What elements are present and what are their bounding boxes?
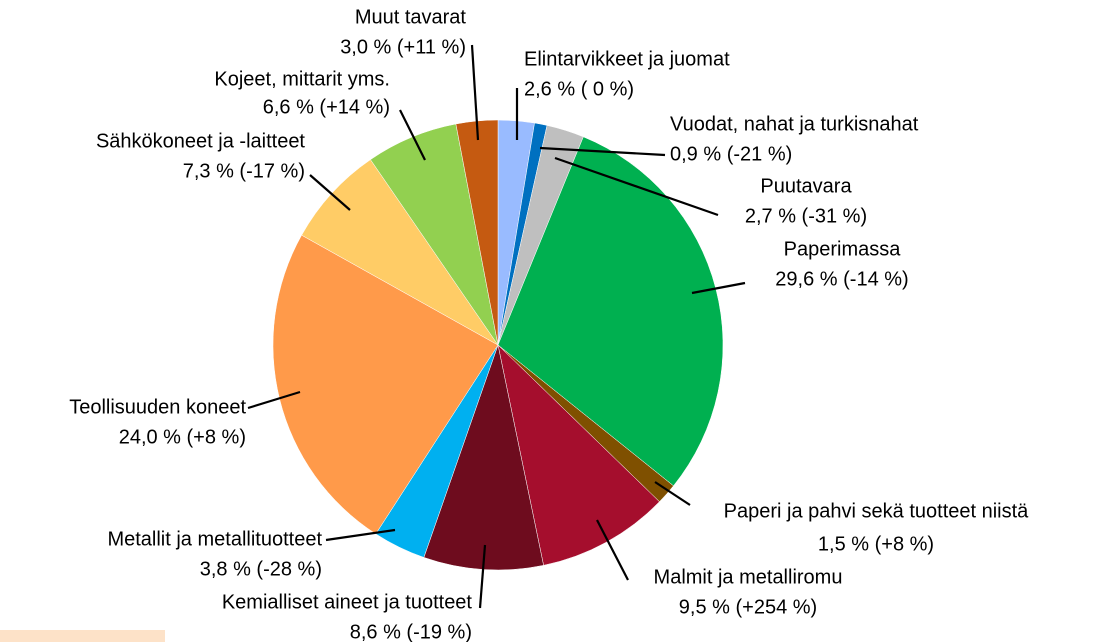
value-label: 2,6 % ( 0 %) (524, 78, 634, 100)
leader-line (539, 146, 666, 157)
slice-label: Malmit ja metalliromu (654, 566, 843, 588)
slice-label: Kojeet, mittarit yms. (214, 68, 390, 90)
slice-label: Muut tavarat (355, 6, 467, 28)
slice-label: Sähkökoneet ja -laitteet (96, 130, 305, 152)
slice-label: Metallit ja metallituotteet (107, 528, 322, 550)
value-label: 8,6 % (-19 %) (350, 621, 472, 642)
slice-label: Puutavara (760, 175, 852, 197)
value-label: 9,5 % (+254 %) (679, 596, 817, 618)
value-label: 29,6 % (-14 %) (775, 268, 908, 290)
leader-line (470, 44, 480, 141)
value-label: 0,9 % (-21 %) (670, 143, 792, 165)
leader-line (399, 109, 426, 161)
leader-line (325, 528, 396, 542)
value-label: 1,5 % (+8 %) (818, 533, 934, 555)
slice-label: Teollisuuden koneet (69, 396, 246, 418)
slice-label: Vuodat, nahat ja turkisnahat (670, 113, 919, 135)
value-label: 7,3 % (-17 %) (183, 160, 305, 182)
leader-line (691, 281, 746, 295)
leader-line (596, 519, 629, 581)
value-label: 2,7 % (-31 %) (745, 205, 867, 227)
slice-label: Elintarvikkeet ja juomat (524, 48, 730, 70)
value-label: 24,0 % (+8 %) (119, 426, 246, 448)
decoration (0, 630, 165, 642)
leader-line (654, 481, 691, 506)
leader-line (554, 156, 719, 217)
leader-line (309, 174, 351, 211)
leader-line (478, 544, 487, 609)
slice-label: Kemialliset aineet ja tuotteet (222, 591, 473, 613)
pie-slice (497, 344, 660, 566)
value-label: 3,8 % (-28 %) (200, 558, 322, 580)
leader-line (247, 390, 301, 410)
value-label: 3,0 % (+11 %) (340, 36, 466, 58)
slice-label: Paperimassa (784, 238, 902, 260)
value-label: 6,6 % (+14 %) (263, 96, 390, 118)
slice-label: Paperi ja pahvi sekä tuotteet niistä (724, 500, 1030, 522)
